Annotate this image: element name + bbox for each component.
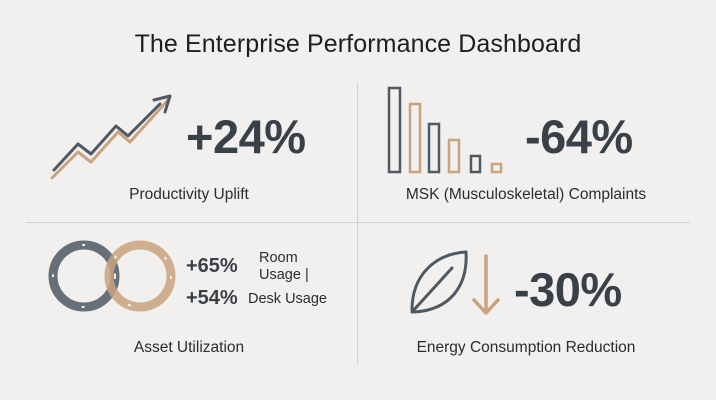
declining-bars-icon: [387, 86, 503, 174]
vertical-divider: [357, 82, 358, 364]
desk-usage-label: Desk Usage: [248, 291, 327, 307]
room-usage-value: +65%: [186, 255, 238, 277]
energy-caption: Energy Consumption Reduction: [416, 339, 636, 356]
desk-usage-value: +54%: [186, 287, 238, 309]
trend-up-arrow-icon: [50, 94, 172, 180]
productivity-value: +24%: [186, 110, 306, 163]
productivity-caption: Productivity Uplift: [129, 186, 249, 203]
msk-caption: MSK (Musculoskeletal) Complaints: [405, 186, 647, 203]
msk-value: -64%: [525, 110, 633, 163]
room-usage-label: Room Usage |: [259, 250, 309, 284]
page-title: The Enterprise Performance Dashboard: [134, 30, 582, 58]
assets-caption: Asset Utilization: [133, 339, 245, 356]
energy-value: -30%: [514, 263, 622, 316]
overlapping-rings-icon: [48, 240, 176, 312]
leaf-down-arrow-icon: [410, 250, 500, 315]
horizontal-divider: [26, 222, 690, 223]
